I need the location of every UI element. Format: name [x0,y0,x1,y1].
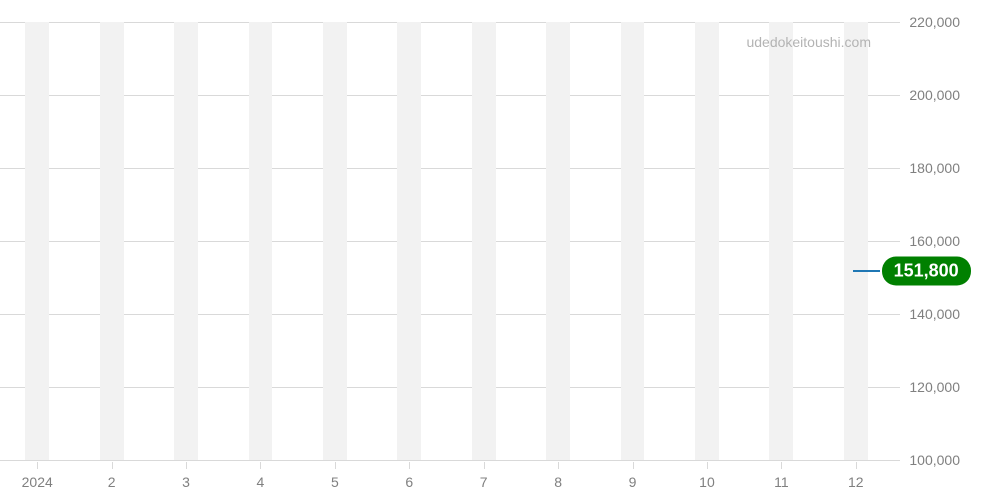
y-tick [893,241,900,242]
y-axis-labels: 100,000120,000140,000160,000180,000200,0… [900,22,960,460]
x-axis-label: 12 [848,474,864,490]
y-axis-label: 220,000 [909,14,960,30]
y-tick [893,95,900,96]
x-axis-label: 8 [554,474,562,490]
month-band [695,22,719,460]
x-tick [633,462,634,469]
month-band [25,22,49,460]
gridline [0,95,893,96]
x-tick [409,462,410,469]
current-value-line [853,270,880,272]
x-axis-label: 5 [331,474,339,490]
x-tick [186,462,187,469]
y-axis-label: 100,000 [909,452,960,468]
x-tick [558,462,559,469]
month-band [472,22,496,460]
price-chart: 100,000 120,000 140,000 160,000 180,000 200,0… [0,0,1000,500]
month-band [397,22,421,460]
x-axis-labels: 2024 2 3 4 5 6 7 8 9 10 11 12 [0,462,893,492]
x-tick [856,462,857,469]
month-band [323,22,347,460]
watermark: udedokeitoushi.com [746,34,871,50]
y-tick [893,22,900,23]
x-axis-label: 2 [108,474,116,490]
y-tick [893,314,900,315]
y-axis-label: 180,000 [909,160,960,176]
x-axis-label: 7 [480,474,488,490]
current-value-badge: 151,800 [882,256,971,285]
gridline [0,460,893,461]
x-axis-label: 10 [699,474,715,490]
x-tick [260,462,261,469]
x-axis-label: 9 [629,474,637,490]
gridline [0,387,893,388]
y-axis-label: 120,000 [909,379,960,395]
x-axis-label: 11 [774,474,789,490]
y-axis-label: 140,000 [909,306,960,322]
y-tick [893,168,900,169]
month-band [621,22,645,460]
x-tick [707,462,708,469]
x-axis-label: 6 [405,474,413,490]
x-tick [781,462,782,469]
plot-area [0,22,893,460]
x-tick [112,462,113,469]
gridline [0,314,893,315]
x-axis-label: 4 [257,474,265,490]
y-axis-label: 160,000 [909,233,960,249]
y-tick [893,460,900,461]
y-tick [893,387,900,388]
x-axis-label: 3 [182,474,190,490]
x-tick [37,462,38,469]
month-band [249,22,273,460]
gridline [0,168,893,169]
month-band [100,22,124,460]
y-axis-label: 200,000 [909,87,960,103]
month-band [174,22,198,460]
x-tick [335,462,336,469]
x-tick [484,462,485,469]
gridline [0,241,893,242]
month-band [769,22,793,460]
gridline [0,22,893,23]
x-axis-label: 2024 [22,474,53,490]
month-band [844,22,868,460]
month-band [546,22,570,460]
